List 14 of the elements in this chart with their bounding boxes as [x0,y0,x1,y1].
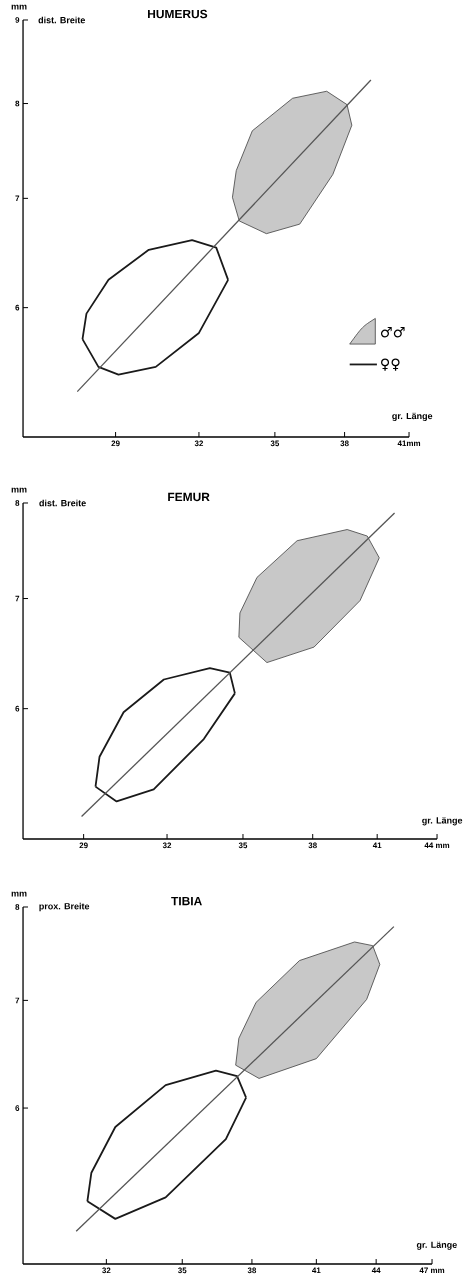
y-axis-title: dist. Breite [39,499,86,507]
chart-title: HUMERUS [148,9,208,19]
chart-title: TIBIA [171,896,202,906]
legend-label: ♂♂ [380,326,405,338]
text: mm [11,4,27,10]
y-axis-title: dist. Breite [38,16,85,24]
x-axis-title: gr. Länge [416,1241,457,1250]
x-axis-title: gr. Länge [392,412,433,421]
text: mm [11,891,27,897]
chart-title: FEMUR [168,492,210,502]
y-axis-title: prox. Breite [39,902,90,912]
x-axis-title: gr. Länge [422,817,463,826]
text: mm [11,487,27,493]
legend-label: ♀♀ [381,358,400,371]
